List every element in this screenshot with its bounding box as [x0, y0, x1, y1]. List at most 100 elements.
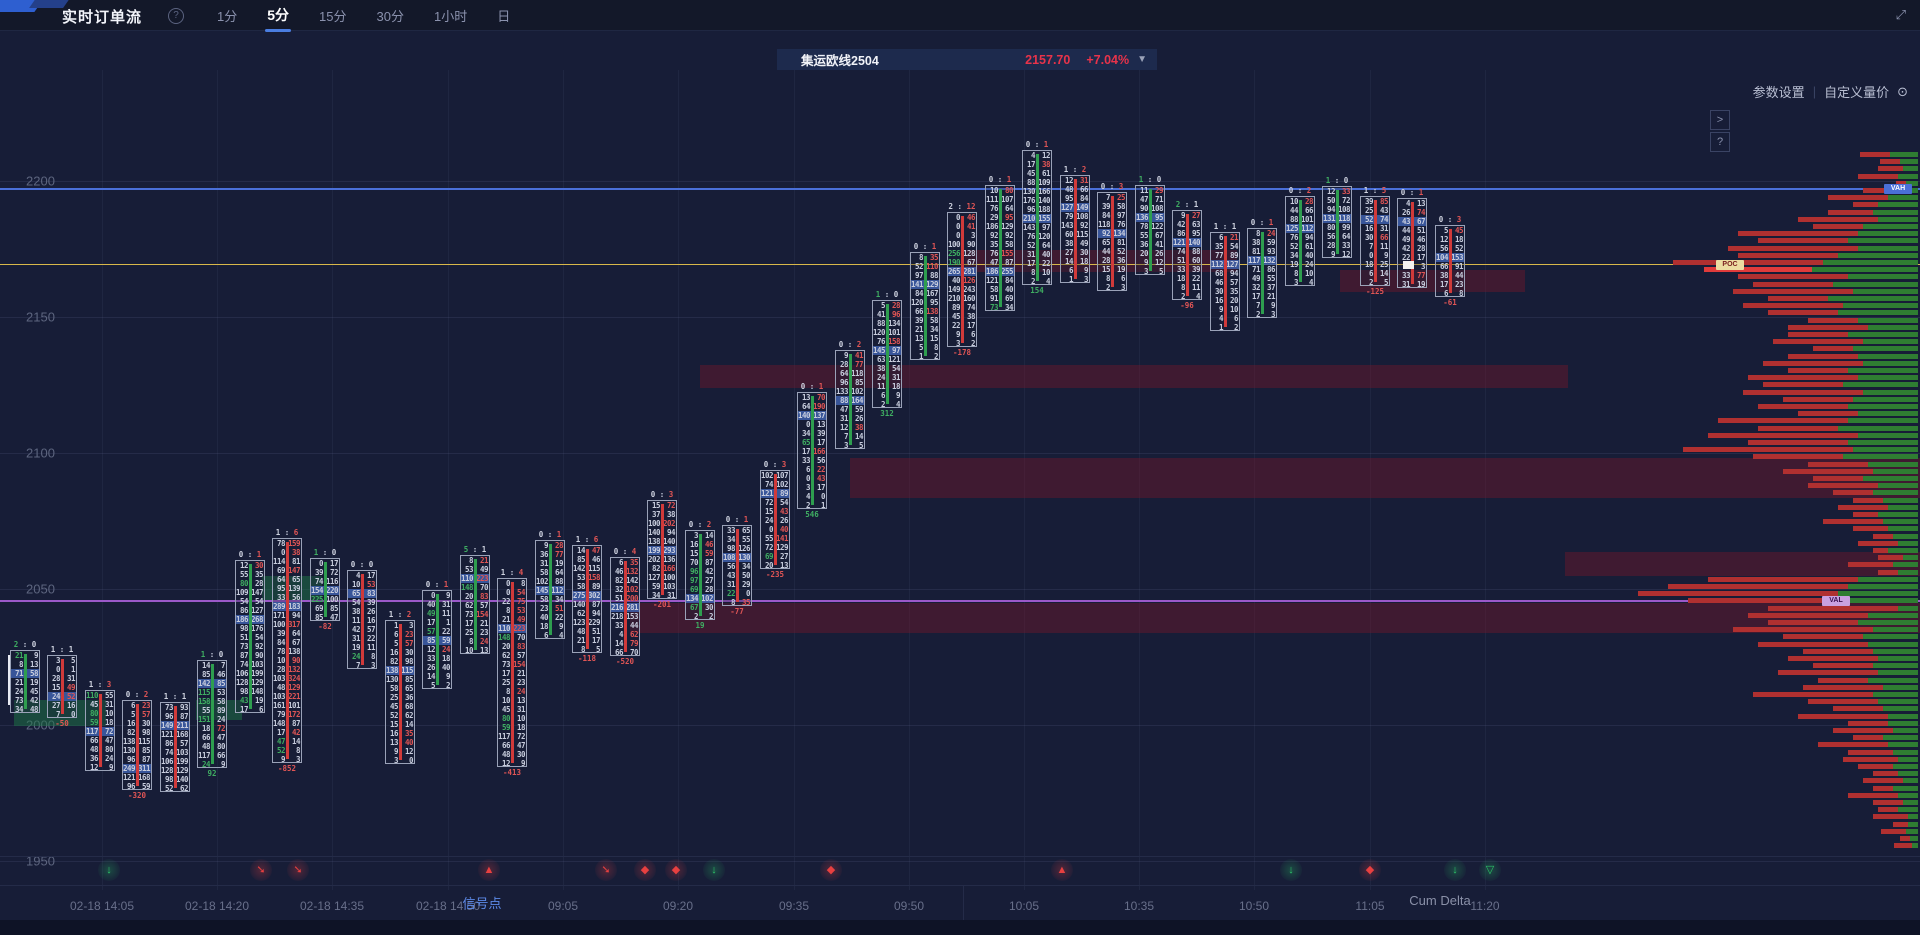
- arrow-down-signal-icon[interactable]: ↓: [703, 859, 725, 881]
- footprint-candle[interactable]: 0 : 1 4 12 17 38 45 61 88 109 130 166 176 140 96 188 21…: [1022, 140, 1052, 295]
- dagger-signal-icon[interactable]: ➘: [250, 859, 272, 881]
- cell-row: 73 34: [986, 303, 1014, 312]
- footprint-candle[interactable]: 0 : 3 7 25 39 58 84 97 118 76 92 134 65 81 44 52 28 36 15…: [1097, 182, 1127, 292]
- tab-日[interactable]: 日: [497, 8, 511, 24]
- diamond-signal-icon[interactable]: ◆: [634, 859, 656, 881]
- bid-volume: 35: [989, 240, 999, 249]
- footprint-candle[interactable]: 0 : 4 6 35 46 132 82 142 32 102 51 200 216 281 218 153…: [610, 547, 640, 666]
- footprint-candle[interactable]: 1 : 1 6 21 35 54 77 89 112 127 68 94 46 57 30 35 16 20 9 1…: [1210, 222, 1240, 332]
- tab-1小时[interactable]: 1小时: [433, 8, 468, 24]
- ask-volume: 11: [1379, 242, 1389, 251]
- triangle-down-hollow-signal-icon[interactable]: ▽: [1479, 859, 1501, 881]
- ask-volume: 109: [1037, 178, 1051, 187]
- footprint-candle[interactable]: 0 : 1 13 70 64 190 140 137 0 13 34 39 65 17 17 166 33 56…: [797, 382, 827, 519]
- diamond-signal-icon[interactable]: ◆: [665, 859, 687, 881]
- footprint-candle[interactable]: 1 : 0 11 29 47 71 90 108 136 95 78 122 55 67 36 41 20 26…: [1135, 175, 1165, 276]
- profile-bid-bar: [1758, 238, 1848, 244]
- cell-row: 19 24: [1286, 260, 1314, 269]
- bid-volume: 52: [1289, 242, 1299, 251]
- footprint-candle[interactable]: 1 : 0 14 7 85 46 142 85 115 53 158 58 55 89 151 24 18 72…: [197, 650, 227, 778]
- triangle-up-signal-icon[interactable]: ▲: [1051, 859, 1073, 881]
- footprint-candle[interactable]: 2 : 0 21 9 8 13 71 58 21 19 24 45 73 42 34 48: [10, 640, 40, 714]
- footprint-candle[interactable]: 0 : 3 102 107 74 102 121 89 72 54 15 43 24 26 0 40 55 14…: [760, 460, 790, 579]
- footprint-candle[interactable]: 0 : 1 10 80 111 107 76 64 29 95 186 129 92 92 35 58 76 1…: [985, 175, 1015, 312]
- tab-30分[interactable]: 30分: [376, 8, 404, 24]
- footprint-candle[interactable]: 1 : 1 3 5 0 1 28 31 15 49 24 52 27 16 7 0 -50: [47, 645, 77, 728]
- cell-row: 56 52: [1436, 244, 1464, 253]
- footprint-candle[interactable]: 2 : 12 0 46 0 41 0 3 100 90 256 128 190 67 265 281 40 12…: [947, 202, 977, 357]
- footprint-candle[interactable]: 1 : 6 78 159 0 38 114 81 69 147 64 65 95 139 33 56 289 1…: [272, 528, 302, 773]
- footprint-candle[interactable]: 5 : 1 8 21 53 49 110 223 148 70 20 83 62 57 73 154 17 21…: [460, 545, 490, 655]
- footprint-candle[interactable]: 1 : 0 5 28 41 96 88 134 120 101 76 158 145 97 63 121 38…: [872, 290, 902, 418]
- triangle-up-signal-icon[interactable]: ▲: [478, 859, 500, 881]
- arrow-down-signal-icon[interactable]: ↓: [1444, 859, 1466, 881]
- footprint-candle[interactable]: 0 : 2 9 41 28 77 64 118 96 85 133 102 88 164 47 59 31 26…: [835, 340, 865, 450]
- side-button-0[interactable]: >: [1710, 110, 1730, 130]
- candle-ratio-header: 1 : 1: [1213, 222, 1237, 231]
- footprint-candle[interactable]: 1 : 2 1 3 6 23 5 57 16 30 82 98 138 115 130 85 58 65 25 36…: [385, 610, 415, 765]
- footprint-candle[interactable]: 1 : 6 14 47 85 46 142 115 53 158 58 89 275 302 140 87 6…: [572, 535, 602, 663]
- ask-volume: 166: [812, 447, 826, 456]
- ask-volume: 139: [287, 584, 301, 593]
- footprint-candle[interactable]: 1 : 4 0 8 0 54 22 75 8 53 21 49 110 223 148 70 20 83 62 57…: [497, 568, 527, 777]
- ask-volume: 85: [141, 746, 151, 755]
- expand-icon[interactable]: ⤢: [1895, 7, 1906, 22]
- tab-15分[interactable]: 15分: [319, 8, 347, 24]
- candle-box: 102 107 74 102 121 89 72 54 15 43 24 26 0 40 55 141 72 12…: [760, 470, 790, 570]
- ask-volume: 53: [516, 606, 526, 615]
- footprint-candle[interactable]: 0 : 1 12 30 55 35 80 28 109 147 54 54 86 127 186 268 98…: [235, 550, 265, 714]
- cell-row: 121 84: [986, 276, 1014, 285]
- footprint-candle[interactable]: 0 : 3 5 45 12 18 56 52 104 153 66 91 38 44 17 23 6 8 -61: [1435, 215, 1465, 307]
- instrument-selector[interactable]: 集运欧线2504 2157.70 +7.04% ▼: [777, 49, 1157, 70]
- footprint-candle[interactable]: 0 : 3 15 72 37 38 100 202 140 94 138 140 199 293 202 1…: [647, 490, 677, 609]
- candle-body-bar: [1110, 196, 1114, 287]
- bid-volume: 16: [1364, 224, 1374, 233]
- signal-points-label[interactable]: 信号点: [462, 896, 502, 911]
- footprint-candle[interactable]: 1 : 2 12 31 48 66 95 84 127 149 79 108 143 92 60 115 38…: [1060, 165, 1090, 284]
- bid-volume: 17: [426, 618, 436, 627]
- footprint-candle[interactable]: 1 : 1 73 93 96 87 149 211 121 168 86 57 74 103 106 199…: [160, 692, 190, 793]
- custom-volume-price-button[interactable]: 自定义量价: [1824, 85, 1890, 100]
- arrow-down-signal-icon[interactable]: ↓: [1280, 859, 1302, 881]
- footprint-candle[interactable]: 0 : 2 6 23 5 57 16 30 82 98 138 115 130 85 96 87 249 311…: [122, 690, 152, 800]
- ask-volume: 70: [629, 648, 639, 657]
- cell-row: 8 24: [498, 687, 526, 696]
- side-button-1[interactable]: ?: [1710, 132, 1730, 152]
- footprint-candle[interactable]: 0 : 0 4 17 10 53 65 83 54 39 38 26 11 16 42 57 31 22 19 11…: [347, 560, 377, 670]
- footprint-candle[interactable]: 0 : 141326744367445149464228221753337731…: [1397, 188, 1427, 289]
- vertical-gridline: [102, 70, 103, 890]
- footprint-candle[interactable]: 0 : 1 8 35 52 110 97 88 141 129 84 167 120 95 66 138 39…: [910, 242, 940, 361]
- cell-row: 35 58: [986, 240, 1014, 249]
- diamond-signal-icon[interactable]: ◆: [1359, 859, 1381, 881]
- cell-row: 98 126: [723, 544, 751, 553]
- footprint-candle[interactable]: 2 : 1 9 27 42 63 86 95 121 140 74 88 51 60 33 39 18 22 8 1…: [1172, 200, 1202, 310]
- bid-volume: 28: [51, 674, 61, 683]
- diamond-signal-icon[interactable]: ◆: [820, 859, 842, 881]
- footprint-candle[interactable]: 1 : 0 0 17 39 72 74 116 154 220 225 100 69 85 85 47 -82: [310, 548, 340, 631]
- settings-button[interactable]: 参数设置: [1752, 85, 1805, 100]
- footprint-candle[interactable]: 0 : 1 8 24 38 59 81 93 117 132 71 86 49 55 32 37 17 21 7 9…: [1247, 218, 1277, 319]
- tab-1分[interactable]: 1分: [217, 8, 238, 24]
- custom-volume-price-icon[interactable]: ⊙: [1897, 83, 1908, 99]
- side-mini-buttons: >?: [1710, 110, 1730, 152]
- bid-volume: 12: [1064, 176, 1074, 185]
- help-icon[interactable]: ?: [168, 8, 184, 24]
- footprint-candle[interactable]: 1 : 5 39 85 25 43 52 74 16 31 30 66 7 11 0 9 18 25 6 14 2 5-…: [1360, 186, 1390, 296]
- footprint-candle[interactable]: 0 : 1 33 65 34 55 98 126 108 130 56 34 43 50 31 29 22 0 8…: [722, 515, 752, 616]
- val-tag: VAL: [1822, 596, 1850, 606]
- footprint-candle[interactable]: 1 : 3 110 55 45 31 80 10 59 18 117 72 66 47 48 80 36 24 1…: [85, 680, 115, 772]
- footprint-candle[interactable]: 0 : 2 3 14 16 46 15 59 70 87 96 42 97 27 69 28 134 102 67…: [685, 520, 715, 630]
- ask-volume: 64: [291, 629, 301, 638]
- arrow-down-signal-icon[interactable]: ↓: [98, 859, 120, 881]
- bid-volume: 34: [14, 705, 24, 714]
- footprint-candle[interactable]: 1 : 0 12 33 50 72 94 108 131 118 80 99 56 64 28 33 9 12: [1322, 176, 1352, 259]
- dagger-signal-icon[interactable]: ➘: [287, 859, 309, 881]
- footprint-candle[interactable]: 0 : 1 9 28 36 77 31 19 58 64 102 88 145 112 58 34 23 51 4…: [535, 530, 565, 640]
- footprint-candle[interactable]: 0 : 1 0 9 40 31 49 11 17 1 57 22 85 59 12 24 33 18 26 40 14…: [422, 580, 452, 690]
- footprint-candle[interactable]: 0 : 2 10 28 44 66 88 101 125 112 76 94 52 61 34 40 19 24…: [1285, 186, 1315, 287]
- cell-row: 66 47: [86, 736, 114, 745]
- tab-5分[interactable]: 5分: [265, 0, 291, 32]
- bid-volume: 45: [89, 700, 99, 709]
- dagger-signal-icon[interactable]: ➘: [595, 859, 617, 881]
